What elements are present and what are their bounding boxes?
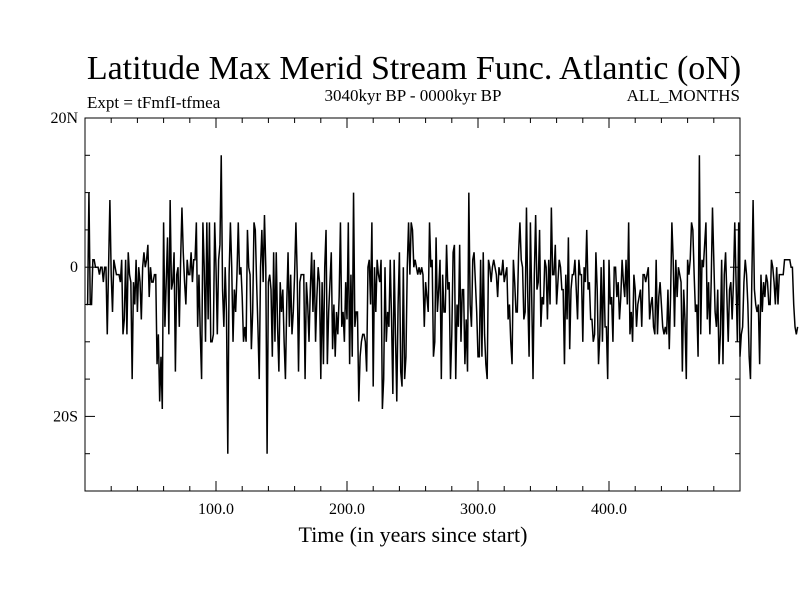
x-axis-label: Time (in years since start) bbox=[299, 522, 528, 547]
chart-title: Latitude Max Merid Stream Func. Atlantic… bbox=[87, 50, 741, 87]
x-tick-label: 400.0 bbox=[591, 501, 627, 518]
series-line bbox=[86, 155, 799, 454]
months-label: ALL_MONTHS bbox=[627, 86, 740, 105]
experiment-label: Expt = tFmfI-tfmea bbox=[87, 93, 221, 112]
x-tick-label: 300.0 bbox=[460, 501, 496, 518]
x-tick-labels: 100.0 200.0 300.0 400.0 bbox=[198, 501, 627, 518]
y-tick-label: 0 bbox=[70, 259, 78, 276]
x-tick-label: 200.0 bbox=[329, 501, 365, 518]
y-tick-labels: 20N 0 20S bbox=[50, 110, 78, 425]
x-tick-label: 100.0 bbox=[198, 501, 234, 518]
time-range-label: 3040kyr BP - 0000kyr BP bbox=[325, 86, 502, 105]
plot-area bbox=[84, 117, 799, 492]
y-tick-label: 20N bbox=[50, 110, 78, 127]
y-tick-label: 20S bbox=[53, 408, 78, 425]
